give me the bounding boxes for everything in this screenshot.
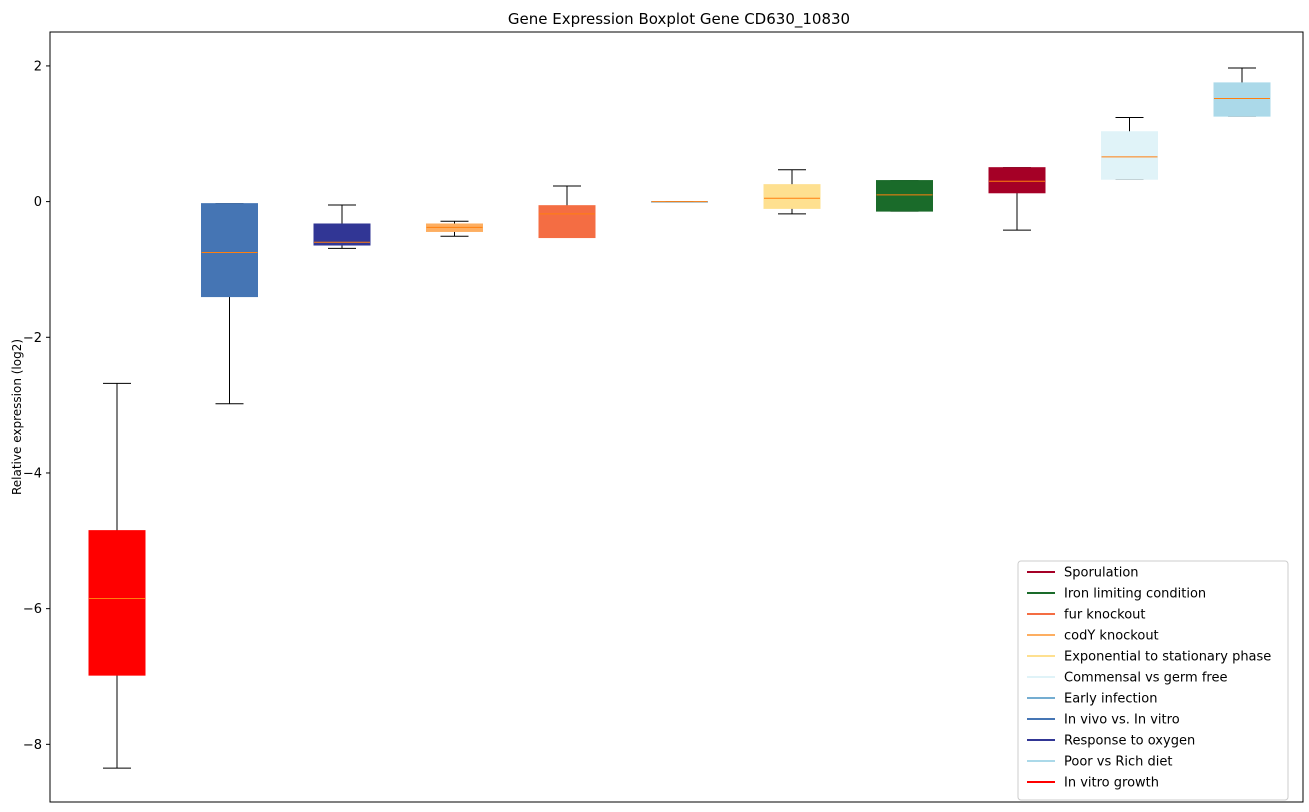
legend: Sporulation Iron limiting condition fur kn… [1017,560,1289,801]
box [988,167,1046,194]
legend-label: Early infection [1064,692,1157,707]
y-tick-label: 0 [34,195,42,210]
legend-label: In vitro growth [1064,776,1159,791]
box-series-3 [426,220,483,237]
legend-label: Iron limiting condition [1064,587,1206,602]
y-axis: −8 −6 −4 −2 0 2 [23,59,50,753]
box-group [88,67,1271,769]
legend-label: codY knockout [1064,629,1159,644]
box-series-7 [876,180,933,212]
legend-label: Poor vs Rich diet [1064,755,1172,770]
box-series-6 [763,169,821,215]
box [1213,82,1271,117]
plot-frame [49,31,1304,803]
y-tick-label: 2 [34,59,42,74]
legend-label: In vivo vs. In vitro [1064,713,1180,728]
box [763,184,821,209]
y-tick-label: −6 [23,602,42,617]
box-series-0 [88,382,146,769]
box [88,530,146,676]
chart-title: Gene Expression Boxplot Gene CD630_10830 [508,10,850,29]
box [538,205,596,239]
box [201,203,258,298]
box-series-8 [988,167,1046,231]
y-tick-label: −2 [23,331,42,346]
box-series-10 [1213,67,1271,117]
box-series-2 [313,204,371,249]
legend-label: Sporulation [1064,566,1139,581]
legend-label: fur knockout [1064,608,1146,623]
y-tick-label: −4 [23,466,42,481]
legend-label: Commensal vs germ free [1064,671,1227,686]
box [876,180,933,212]
box-series-5 [651,201,708,203]
legend-label: Exponential to stationary phase [1064,650,1271,665]
box-series-1 [201,203,258,405]
legend-label: Response to oxygen [1064,734,1195,749]
legend-frame [1017,560,1289,801]
box [313,223,371,246]
box-series-4 [538,185,596,239]
y-axis-label: Relative expression (log2) [10,339,24,495]
y-tick-label: −8 [23,738,42,753]
box [1101,131,1158,180]
box-series-9 [1101,116,1158,180]
